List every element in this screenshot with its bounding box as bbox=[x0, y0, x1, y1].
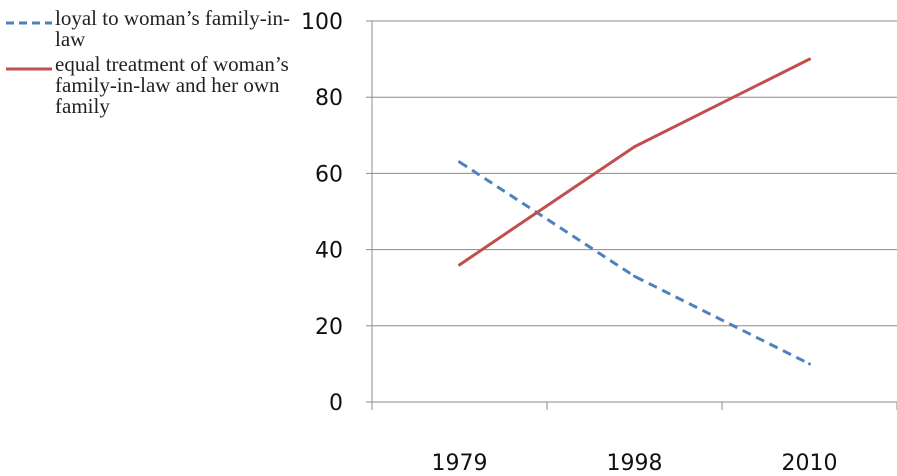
series-lines bbox=[458, 57, 811, 366]
y-tick-label-100: 100 bbox=[301, 10, 343, 35]
y-tick-label-20: 20 bbox=[315, 315, 343, 340]
series-1-point-1979 bbox=[458, 263, 461, 267]
series-1-point-1998 bbox=[633, 145, 636, 149]
y-tick-label-40: 40 bbox=[315, 239, 343, 264]
y-tick-label-60: 60 bbox=[315, 162, 343, 187]
x-tick-label-1998: 1998 bbox=[607, 451, 663, 476]
x-tick-label-2010: 2010 bbox=[782, 451, 838, 476]
legend-label-equal: equal treatment of woman’s family-in-law… bbox=[55, 52, 289, 118]
legend-label-loyal: loyal to woman’s family-in-law bbox=[55, 6, 291, 51]
tick-labels: 0 20 40 60 80 100 1979 1998 2010 bbox=[301, 10, 838, 476]
series-0-point-2010 bbox=[808, 362, 811, 366]
legend-item-loyal: loyal to woman’s family-in-law bbox=[6, 8, 296, 50]
legend-swatch-loyal bbox=[6, 21, 52, 25]
axes bbox=[366, 20, 897, 410]
y-tick-label-0: 0 bbox=[329, 391, 343, 416]
y-tick-label-80: 80 bbox=[315, 86, 343, 111]
series-line-0 bbox=[458, 160, 811, 366]
legend: loyal to woman’s family-in-law equal tre… bbox=[6, 8, 296, 121]
gridlines bbox=[372, 20, 897, 327]
series-0-point-1998 bbox=[633, 274, 636, 278]
series-line-1 bbox=[458, 57, 811, 267]
legend-swatch-equal bbox=[6, 67, 52, 71]
series-0-point-1979 bbox=[458, 160, 461, 164]
x-tick-label-1979: 1979 bbox=[432, 451, 488, 476]
legend-item-equal: equal treatment of woman’s family-in-law… bbox=[6, 54, 296, 117]
series-1-point-2010 bbox=[808, 57, 811, 61]
